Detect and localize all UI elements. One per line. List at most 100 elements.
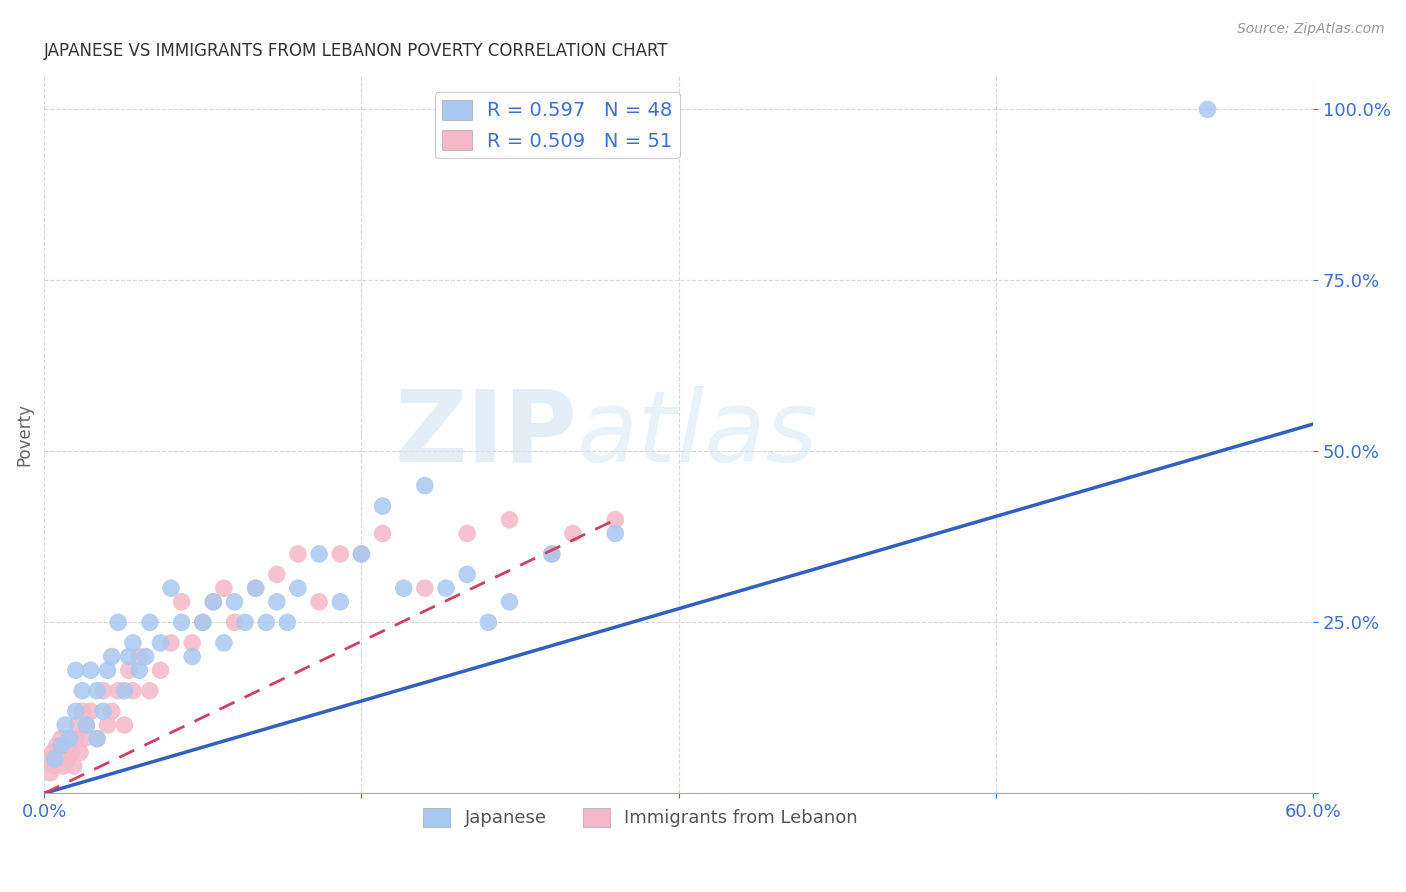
Point xyxy=(191,615,214,630)
Point xyxy=(202,595,225,609)
Point xyxy=(70,704,93,718)
Point xyxy=(287,547,309,561)
Text: Source: ZipAtlas.com: Source: ZipAtlas.com xyxy=(1237,22,1385,37)
Point xyxy=(434,581,457,595)
Point xyxy=(86,731,108,746)
Point xyxy=(37,752,59,766)
Y-axis label: Poverty: Poverty xyxy=(15,403,32,466)
Point xyxy=(97,663,120,677)
Point xyxy=(75,718,97,732)
Point xyxy=(58,731,80,746)
Point xyxy=(69,745,91,759)
Point xyxy=(498,595,520,609)
Point xyxy=(44,752,66,766)
Point xyxy=(118,649,141,664)
Point xyxy=(65,704,87,718)
Point xyxy=(79,704,101,718)
Point xyxy=(86,683,108,698)
Point xyxy=(122,636,145,650)
Point xyxy=(107,615,129,630)
Point xyxy=(350,547,373,561)
Point xyxy=(70,683,93,698)
Point xyxy=(128,663,150,677)
Point xyxy=(139,615,162,630)
Point xyxy=(52,759,75,773)
Point xyxy=(329,547,352,561)
Point xyxy=(540,547,562,561)
Point xyxy=(118,663,141,677)
Point xyxy=(212,636,235,650)
Point xyxy=(202,595,225,609)
Point xyxy=(44,759,66,773)
Point xyxy=(101,649,124,664)
Point xyxy=(371,499,394,513)
Point xyxy=(413,581,436,595)
Point xyxy=(329,595,352,609)
Point xyxy=(224,595,246,609)
Point xyxy=(56,752,79,766)
Point xyxy=(276,615,298,630)
Point xyxy=(53,745,76,759)
Point xyxy=(605,526,627,541)
Point xyxy=(122,683,145,698)
Text: JAPANESE VS IMMIGRANTS FROM LEBANON POVERTY CORRELATION CHART: JAPANESE VS IMMIGRANTS FROM LEBANON POVE… xyxy=(44,42,669,60)
Point xyxy=(128,649,150,664)
Point xyxy=(114,718,136,732)
Point xyxy=(308,547,330,561)
Point xyxy=(66,718,89,732)
Point xyxy=(350,547,373,561)
Point xyxy=(79,663,101,677)
Point xyxy=(413,478,436,492)
Point xyxy=(245,581,267,595)
Point xyxy=(75,718,97,732)
Point xyxy=(65,731,87,746)
Point xyxy=(48,752,70,766)
Point xyxy=(114,683,136,698)
Point xyxy=(107,683,129,698)
Point xyxy=(149,636,172,650)
Point xyxy=(456,526,478,541)
Point xyxy=(561,526,583,541)
Point xyxy=(60,745,83,759)
Point xyxy=(160,636,183,650)
Point xyxy=(1197,103,1219,117)
Point xyxy=(233,615,256,630)
Point xyxy=(191,615,214,630)
Legend: Japanese, Immigrants from Lebanon: Japanese, Immigrants from Lebanon xyxy=(416,801,865,835)
Point xyxy=(170,595,193,609)
Point xyxy=(101,704,124,718)
Point xyxy=(65,663,87,677)
Point xyxy=(39,765,62,780)
Point xyxy=(287,581,309,595)
Point xyxy=(266,595,288,609)
Point xyxy=(498,513,520,527)
Point xyxy=(212,581,235,595)
Point xyxy=(91,683,114,698)
Point xyxy=(181,649,204,664)
Point xyxy=(49,731,72,746)
Point xyxy=(308,595,330,609)
Point xyxy=(139,683,162,698)
Point xyxy=(135,649,157,664)
Point xyxy=(371,526,394,541)
Point xyxy=(49,739,72,753)
Point xyxy=(149,663,172,677)
Point xyxy=(62,759,84,773)
Text: ZIP: ZIP xyxy=(394,385,576,483)
Point xyxy=(53,718,76,732)
Point xyxy=(456,567,478,582)
Point xyxy=(254,615,277,630)
Point xyxy=(266,567,288,582)
Text: atlas: atlas xyxy=(576,385,818,483)
Point xyxy=(73,731,96,746)
Point xyxy=(540,547,562,561)
Point xyxy=(41,745,63,759)
Point xyxy=(224,615,246,630)
Point xyxy=(392,581,415,595)
Point xyxy=(245,581,267,595)
Point xyxy=(58,731,80,746)
Point xyxy=(91,704,114,718)
Point xyxy=(477,615,499,630)
Point xyxy=(45,739,67,753)
Point xyxy=(605,513,627,527)
